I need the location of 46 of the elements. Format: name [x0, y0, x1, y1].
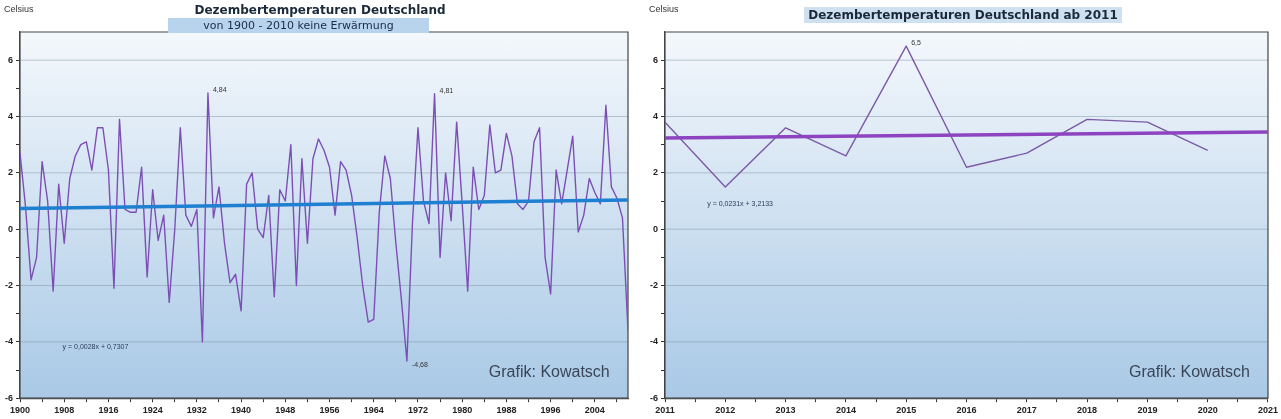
x-tick-label: 2011 [655, 405, 675, 416]
x-tick-label: 1948 [275, 405, 296, 416]
x-tick-label: 2020 [1197, 405, 1218, 416]
y-tick-label: -6 [649, 392, 658, 403]
y-axis-title: Celsius [4, 4, 34, 14]
x-tick-label: 2014 [835, 405, 856, 416]
x-tick-label: 1988 [496, 405, 517, 416]
chart-title: Dezembertemperaturen Deutschland ab 2011 [804, 7, 1122, 23]
x-tick-label: 2019 [1137, 405, 1158, 416]
y-tick-label: 4 [652, 110, 658, 121]
x-tick-label: 1916 [98, 405, 119, 416]
x-tick-label: 2012 [715, 405, 736, 416]
x-tick-label: 2017 [1016, 405, 1037, 416]
x-tick-label: 1940 [231, 405, 252, 416]
y-tick-label: 2 [7, 167, 13, 178]
y-tick-label: 4 [7, 110, 13, 121]
x-tick-label: 1972 [407, 405, 428, 416]
chart-subtitle: von 1900 - 2010 keine Erwärmung [168, 18, 429, 33]
y-axis-title: Celsius [649, 4, 679, 14]
y-tick-label: -2 [649, 280, 658, 291]
x-tick-label: 1924 [142, 405, 163, 416]
y-tick-label: -4 [649, 336, 658, 347]
x-tick-label: 2004 [584, 405, 605, 416]
x-tick-label: 1956 [319, 405, 340, 416]
y-tick-label: 2 [652, 167, 658, 178]
x-tick-label: 1908 [54, 405, 75, 416]
x-tick-label: 2018 [1077, 405, 1098, 416]
x-tick-label: 1996 [540, 405, 561, 416]
y-tick-label: -2 [4, 280, 13, 291]
x-tick-label: 1900 [9, 405, 31, 416]
annotation: Grafik: Kowatsch [1128, 362, 1250, 380]
x-tick-label: 2016 [956, 405, 977, 416]
chart-title: Dezembertemperaturen Deutschland [193, 2, 447, 18]
x-tick-label: 2013 [775, 405, 796, 416]
x-tick-label: 1964 [363, 405, 384, 416]
x-tick-label: 2021 [1257, 405, 1278, 416]
y-tick-label: -4 [4, 336, 13, 347]
y-tick-label: 0 [7, 223, 13, 234]
x-tick-label: 2015 [896, 405, 917, 416]
x-tick-label: 1932 [186, 405, 207, 416]
y-tick-label: -6 [4, 392, 13, 403]
y-tick-label: 6 [652, 54, 658, 65]
y-tick-label: 6 [7, 54, 13, 65]
annotation: Grafik: Kowatsch [488, 362, 610, 380]
x-tick-label: 1980 [452, 405, 473, 416]
y-tick-label: 0 [652, 223, 658, 234]
